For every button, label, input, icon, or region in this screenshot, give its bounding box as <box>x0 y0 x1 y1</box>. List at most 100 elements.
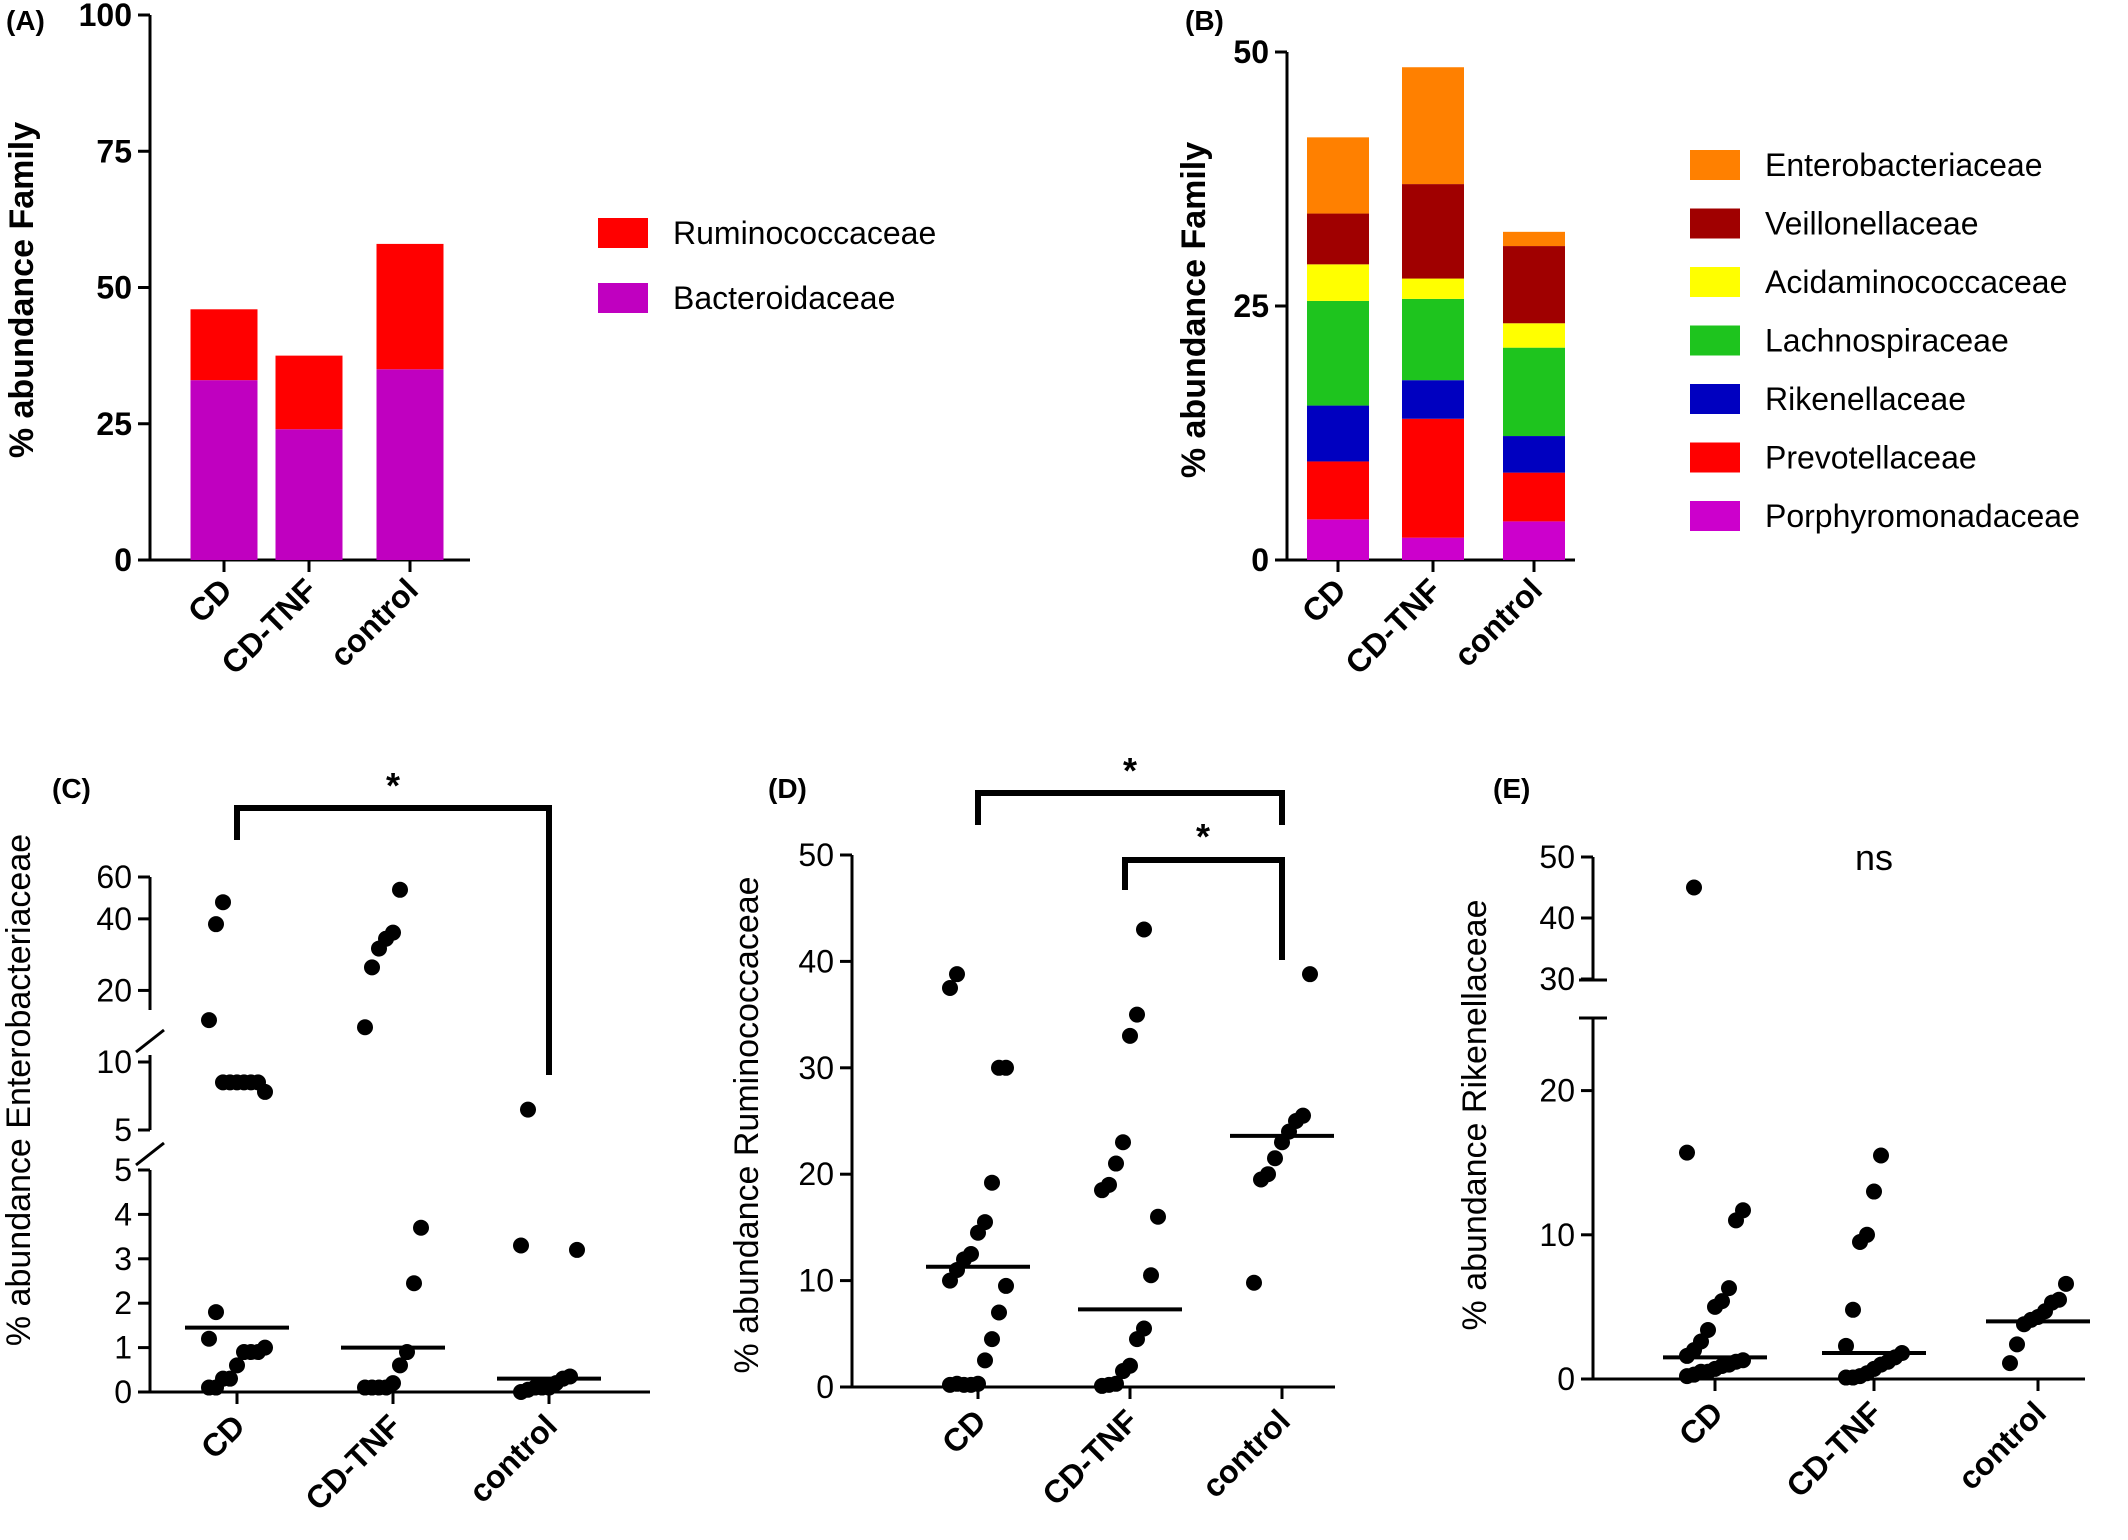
panel-b-bar-control-enterobacteriaceae <box>1503 231 1565 247</box>
panel-label-c: (C) <box>52 773 91 804</box>
panel-b-y-axis-title: % abundance Family <box>1175 142 1213 478</box>
panel-d-x-tick-label-1: CD-TNF <box>1035 1402 1145 1512</box>
panel-b-y-tick-label-1: 25 <box>1233 288 1269 324</box>
panel-b-bar-cd-rikenellaceae <box>1307 405 1369 462</box>
panel-d-significance-2: * <box>1196 816 1210 857</box>
panel-a-bar-cd-tnf-bacteroidaceae <box>275 429 343 560</box>
panel-a-legend-swatch-ruminococcaceae <box>598 218 648 248</box>
panel-e-y-axis-title: % abundance Rikenellaceae <box>1456 900 1494 1331</box>
panel-c-y-tick-label-6: 5 <box>114 1112 132 1148</box>
panel-c-y-tick-label-10: 60 <box>96 859 132 895</box>
panel-e-y-tick-label-1: 10 <box>1539 1217 1575 1253</box>
panel-c-point-cd-9 <box>201 1330 217 1347</box>
panel-d-point-control-3 <box>1267 1150 1283 1167</box>
panel-e-y-tick-label-4: 40 <box>1539 900 1575 936</box>
panel-c-y-tick-label-1: 1 <box>114 1330 132 1366</box>
panel-d-point-control-7 <box>1295 1107 1311 1124</box>
panel-a-x-tick-label-2: control <box>323 571 425 673</box>
panel-b-x-tick-label-1: CD-TNF <box>1338 571 1448 681</box>
panel-c-point-control-7 <box>562 1368 578 1385</box>
panel-c-y-axis-title: % abundance Enterobacteriaceae <box>0 834 38 1346</box>
panel-a-bar-cd-bacteroidaceae <box>190 380 258 560</box>
panel-c-y-tick-label-5: 5 <box>114 1152 132 1188</box>
panel-a-x-tick-label-0: CD <box>181 571 239 629</box>
panel-a-y-tick-label-3: 75 <box>96 133 132 169</box>
panel-b-bar-cd-tnf-prevotellaceae <box>1402 418 1464 538</box>
panel-e-significance: ns <box>1855 837 1893 878</box>
panel-d-point-cd-tnf-14 <box>1129 1006 1145 1023</box>
panel-a-bar-cd-ruminococcaceae <box>190 309 258 381</box>
panel-d-point-control-0 <box>1246 1274 1262 1291</box>
panel-b-bar-control-acidaminococcaceae <box>1503 323 1565 348</box>
panel-c-point-control-10 <box>520 1101 536 1118</box>
panel-c-point-cd-18 <box>201 1012 217 1029</box>
panel-e-point-cd-14 <box>1714 1293 1730 1310</box>
panel-c-y-tick-label-9: 40 <box>96 901 132 937</box>
panel-e-point-cd-12 <box>1700 1321 1716 1338</box>
panel-e-y-tick-label-0: 0 <box>1557 1361 1575 1397</box>
panel-d-point-cd-17 <box>998 1059 1014 1076</box>
panel-d-y-tick-label-0: 0 <box>816 1369 834 1405</box>
panel-d-point-cd-tnf-8 <box>1150 1208 1166 1225</box>
panel-c-x-tick-label-2: control <box>462 1407 564 1509</box>
panel-d-point-cd-tnf-15 <box>1136 921 1152 938</box>
panel-a-y-tick-label-1: 25 <box>96 406 132 442</box>
panel-label-e: (E) <box>1493 773 1530 804</box>
panel-b-x-tick-label-2: control <box>1447 571 1549 673</box>
panel-b-bar-control-porphyromonadaceae <box>1503 521 1565 560</box>
panel-e-y-tick-label-2: 20 <box>1539 1073 1575 1109</box>
panel-c-axis-break-1 <box>135 1141 165 1167</box>
panel-c-point-cd-tnf-13 <box>385 924 401 941</box>
panel-c-y-tick-label-8: 20 <box>96 972 132 1008</box>
panel-label-d: (D) <box>768 773 807 804</box>
panel-a-bar-cd-tnf-ruminococcaceae <box>275 355 343 430</box>
panel-d-point-cd-8 <box>998 1277 1014 1294</box>
panel-b-legend-swatch-porphyromonadaceae <box>1690 501 1740 531</box>
panel-d-point-cd-tnf-13 <box>1122 1027 1138 1044</box>
panel-b-bar-cd-tnf-acidaminococcaceae <box>1402 278 1464 299</box>
panel-c-point-cd-tnf-14 <box>392 881 408 898</box>
panel-b-bar-cd-enterobacteriaceae <box>1307 137 1369 214</box>
panel-b-legend-swatch-acidaminococcaceae <box>1690 267 1740 297</box>
panel-d-y-axis-title: % abundance Ruminococcaceae <box>728 876 766 1373</box>
panel-c-y-tick-label-7: 10 <box>96 1044 132 1080</box>
panel-e-x-tick-label-1: CD-TNF <box>1779 1394 1889 1504</box>
panel-b-bar-control-rikenellaceae <box>1503 436 1565 473</box>
panel-d-point-cd-14 <box>977 1214 993 1231</box>
panel-e-y-tick-label-5: 50 <box>1539 839 1575 875</box>
panel-d-x-tick-label-2: control <box>1195 1402 1297 1504</box>
panel-b-bar-cd-prevotellaceae <box>1307 461 1369 520</box>
panel-b-legend-swatch-prevotellaceae <box>1690 442 1740 473</box>
panel-d-significance-1: * <box>1123 750 1137 791</box>
panel-b-legend-label-lachnospiraceae: Lachnospiraceae <box>1765 323 2009 359</box>
panel-b-bar-cd-tnf-rikenellaceae <box>1402 380 1464 419</box>
panel-d-y-tick-label-2: 20 <box>798 1156 834 1192</box>
panel-b-y-tick-label-2: 50 <box>1233 34 1269 70</box>
panel-c-point-cd-tnf-10 <box>364 959 380 976</box>
panel-c-point-cd-17 <box>257 1083 273 1100</box>
panel-b-bar-control-veillonellaceae <box>1503 246 1565 324</box>
panel-c-point-cd-4 <box>229 1357 245 1374</box>
panel-b-legend-label-porphyromonadaceae: Porphyromonadaceae <box>1765 498 2080 534</box>
panel-b-legend-swatch-rikenellaceae <box>1690 384 1740 414</box>
panel-e-point-cd-tnf-14 <box>1873 1147 1889 1164</box>
panel-c-point-cd-tnf-7 <box>406 1275 422 1292</box>
panel-b-bar-cd-acidaminococcaceae <box>1307 264 1369 301</box>
panel-b-legend-label-rikenellaceae: Rikenellaceae <box>1765 381 1966 417</box>
panel-d-point-cd-15 <box>984 1174 1000 1191</box>
panel-e-x-tick-label-0: CD <box>1672 1394 1730 1452</box>
panel-d-y-tick-label-5: 50 <box>798 837 834 873</box>
panel-e-point-control-8 <box>2058 1275 2074 1292</box>
panel-d-point-cd-12 <box>963 1246 979 1262</box>
panel-a-y-axis-title: % abundance Family <box>3 122 41 458</box>
panel-e-point-control-1 <box>2009 1336 2025 1353</box>
panel-label-b: (B) <box>1185 5 1224 36</box>
panel-d-point-control-2 <box>1260 1166 1276 1183</box>
panel-d-point-cd-tnf-7 <box>1143 1267 1159 1284</box>
panel-d-point-cd-tnf-2 <box>1108 1375 1124 1392</box>
panel-e-point-cd-11 <box>1693 1333 1709 1350</box>
panel-b-legend-label-acidaminococcaceae: Acidaminococcaceae <box>1765 264 2067 300</box>
panel-d-point-cd-tnf-6 <box>1136 1320 1152 1337</box>
panel-e-point-cd-18 <box>1679 1144 1695 1161</box>
